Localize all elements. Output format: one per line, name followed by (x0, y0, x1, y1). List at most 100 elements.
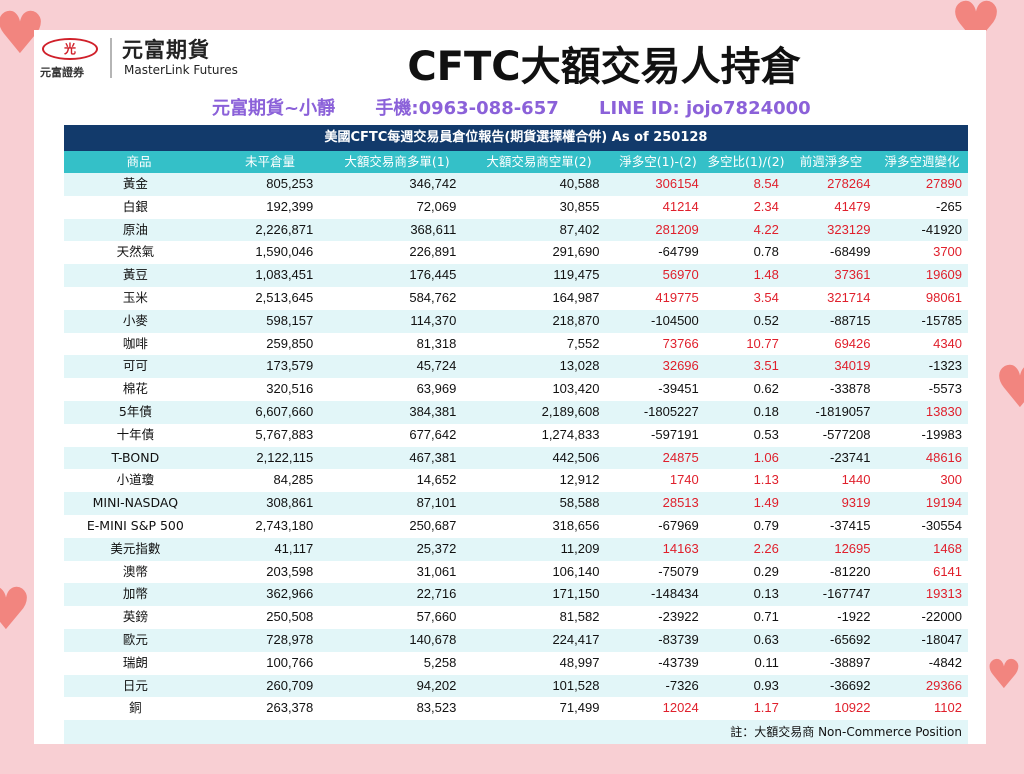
table-row: 美元指數 41,117 25,372 11,209 14163 2.26 12695 1468 (64, 537, 968, 561)
commodity-cell: 日元 (122, 677, 148, 693)
page-title: CFTC大額交易人持倉 (407, 44, 801, 90)
value-cell: 41214 (662, 198, 699, 214)
value-cell: 1.13 (753, 472, 779, 488)
value-cell: 1.48 (753, 267, 779, 283)
logo-badge-icon: 光 (42, 38, 98, 60)
value-cell: 103,420 (552, 381, 600, 397)
value-cell: 1740 (669, 472, 699, 488)
value-cell: 12024 (662, 700, 699, 716)
contact-line: 元富期貨~小靜 手機:0963-088-657 LINE ID: jojo782… (212, 94, 845, 120)
commodity-cell: 十年債 (116, 426, 155, 442)
value-cell: -43739 (658, 654, 699, 670)
value-cell: 598,157 (266, 312, 314, 328)
column-header: 淨多空(1)-(2) (619, 154, 697, 169)
value-cell: 263,378 (266, 700, 314, 716)
value-cell: -37415 (830, 517, 871, 533)
value-cell: 1.17 (753, 700, 779, 716)
value-cell: 3.54 (753, 289, 779, 305)
value-cell: 101,528 (552, 677, 600, 693)
table-row: 玉米 2,513,645 584,762 164,987 419775 3.54 32171… (64, 286, 968, 310)
value-cell: 0.53 (753, 426, 779, 442)
commodity-cell: E-MINI S&P 500 (86, 517, 184, 533)
value-cell: -36692 (830, 677, 871, 693)
value-cell: -65692 (830, 631, 871, 647)
table-row: 咖啡 259,850 81,318 7,552 73766 10.77 69426 4340 (64, 332, 968, 356)
value-cell: 13830 (925, 403, 963, 419)
value-cell: 28513 (662, 495, 699, 511)
heart-decoration-icon: ♥ (0, 575, 32, 643)
value-cell: 119,475 (553, 267, 600, 283)
value-cell: 805,253 (266, 176, 314, 191)
commodity-cell: 銅 (129, 700, 142, 716)
table-row: 可可 173,579 45,724 13,028 32696 3.51 34019 -1323 (64, 355, 968, 379)
value-cell: 3.51 (753, 358, 779, 374)
table-title: 美國CFTC每週交易員倉位報告(期貨選擇權合併) As of 250128 (64, 125, 968, 151)
value-cell: 27890 (925, 176, 963, 191)
value-cell: 0.63 (753, 631, 779, 647)
value-cell: 4.22 (753, 221, 779, 237)
value-cell: 10.77 (746, 335, 779, 351)
value-cell: -1323 (928, 358, 963, 374)
value-cell: 56970 (662, 267, 699, 283)
value-cell: -64799 (658, 244, 699, 260)
value-cell: 83,523 (416, 700, 457, 716)
commodity-cell: 原油 (122, 221, 148, 237)
value-cell: 0.29 (753, 563, 779, 579)
table-row: 瑞朗 100,766 5,258 48,997 -43739 0.11 -38897 -484… (64, 651, 968, 675)
value-cell: 321714 (827, 289, 871, 305)
value-cell: 173,579 (266, 358, 314, 374)
commodity-cell: 5年債 (118, 403, 152, 419)
value-cell: 0.93 (753, 677, 779, 693)
value-cell: 0.52 (753, 312, 779, 328)
commodity-cell: 可可 (122, 358, 148, 374)
value-cell: 2.26 (753, 540, 779, 556)
value-cell: 34019 (834, 358, 871, 374)
commodity-cell: 澳幣 (122, 563, 148, 579)
value-cell: 81,318 (416, 335, 457, 351)
value-cell: 0.18 (753, 403, 779, 419)
value-cell: 9319 (841, 495, 871, 511)
value-cell: 3700 (933, 244, 963, 260)
value-cell: 1.06 (753, 449, 779, 465)
value-cell: -1805227 (643, 403, 699, 419)
value-cell: -75079 (658, 563, 699, 579)
commodity-cell: 小麥 (122, 312, 148, 328)
cftc-table: 美國CFTC每週交易員倉位報告(期貨選擇權合併) As of 250128 商品… (64, 125, 968, 745)
value-cell: -597191 (651, 426, 699, 442)
value-cell: 14163 (662, 540, 699, 556)
value-cell: -15785 (921, 312, 963, 328)
value-cell: 14,652 (416, 472, 457, 488)
table-row: 日元 260,709 94,202 101,528 -7326 0.93 -36692 293… (64, 674, 968, 698)
value-cell: 176,445 (409, 267, 457, 283)
value-cell: -4842 (928, 654, 963, 670)
value-cell: 171,150 (552, 586, 600, 602)
report-card: 光 元富證券 元富期貨 MasterLink Futures CFTC大額交易人… (34, 30, 986, 745)
masterlink-logo: 光 元富證券 元富期貨 MasterLink Futures (40, 36, 280, 80)
value-cell: 164,987 (552, 289, 600, 305)
value-cell: 6141 (933, 563, 963, 579)
value-cell: 48,997 (559, 654, 600, 670)
value-cell: 0.62 (753, 381, 779, 397)
table-row: 原油 2,226,871 368,611 87,402 281209 4.22 323129… (64, 218, 968, 242)
table-row: 5年債 6,607,660 384,381 2,189,608 -1805227 0.18… (64, 400, 968, 424)
value-cell: 291,690 (552, 244, 600, 260)
commodity-cell: 白銀 (122, 198, 148, 214)
value-cell: 87,101 (416, 495, 457, 511)
value-cell: 2,189,608 (541, 403, 600, 419)
logo-en-text: MasterLink Futures (124, 63, 238, 77)
value-cell: -18047 (921, 631, 963, 647)
value-cell: 260,709 (266, 677, 314, 693)
value-cell: -148434 (651, 586, 699, 602)
value-cell: 84,285 (273, 472, 314, 488)
value-cell: 7,552 (566, 335, 600, 351)
value-cell: 2,226,871 (255, 221, 314, 237)
column-header: 商品 (126, 154, 152, 169)
commodity-cell: 黃豆 (122, 267, 148, 283)
table-row: E-MINI S&P 500 2,743,180 250,687 318,656 -67… (64, 514, 968, 538)
value-cell: 1.49 (753, 495, 779, 511)
table-footnote: 註：大額交易商 Non-Commerce Position (64, 720, 968, 745)
value-cell: 31,061 (416, 563, 457, 579)
value-cell: 368,611 (410, 221, 457, 237)
value-cell: 22,716 (416, 586, 457, 602)
value-cell: 0.78 (753, 244, 779, 260)
